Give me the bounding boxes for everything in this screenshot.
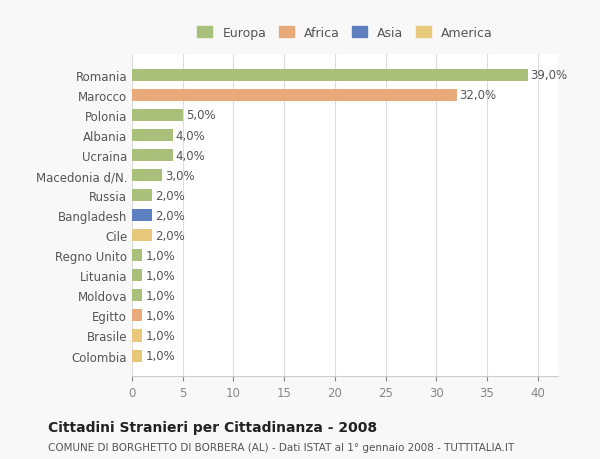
- Bar: [132, 70, 527, 82]
- Text: 32,0%: 32,0%: [460, 89, 497, 102]
- Bar: [132, 110, 183, 122]
- Text: 2,0%: 2,0%: [155, 229, 185, 242]
- Text: 2,0%: 2,0%: [155, 189, 185, 202]
- Bar: [132, 130, 173, 142]
- Bar: [132, 210, 152, 222]
- Text: 4,0%: 4,0%: [176, 149, 205, 162]
- Bar: [132, 270, 142, 282]
- Bar: [132, 90, 457, 102]
- Text: 3,0%: 3,0%: [166, 169, 195, 182]
- Bar: [132, 170, 163, 182]
- Text: 1,0%: 1,0%: [145, 309, 175, 322]
- Text: 1,0%: 1,0%: [145, 289, 175, 302]
- Text: Cittadini Stranieri per Cittadinanza - 2008: Cittadini Stranieri per Cittadinanza - 2…: [48, 420, 377, 434]
- Text: 2,0%: 2,0%: [155, 209, 185, 222]
- Bar: [132, 350, 142, 362]
- Legend: Europa, Africa, Asia, America: Europa, Africa, Asia, America: [194, 23, 496, 43]
- Text: 1,0%: 1,0%: [145, 349, 175, 362]
- Bar: [132, 330, 142, 342]
- Bar: [132, 190, 152, 202]
- Bar: [132, 290, 142, 302]
- Bar: [132, 310, 142, 322]
- Bar: [132, 230, 152, 242]
- Bar: [132, 150, 173, 162]
- Text: 1,0%: 1,0%: [145, 249, 175, 262]
- Text: COMUNE DI BORGHETTO DI BORBERA (AL) - Dati ISTAT al 1° gennaio 2008 - TUTTITALIA: COMUNE DI BORGHETTO DI BORBERA (AL) - Da…: [48, 442, 514, 452]
- Bar: [132, 250, 142, 262]
- Text: 39,0%: 39,0%: [530, 69, 568, 82]
- Text: 4,0%: 4,0%: [176, 129, 205, 142]
- Text: 5,0%: 5,0%: [186, 109, 215, 122]
- Text: 1,0%: 1,0%: [145, 329, 175, 342]
- Text: 1,0%: 1,0%: [145, 269, 175, 282]
